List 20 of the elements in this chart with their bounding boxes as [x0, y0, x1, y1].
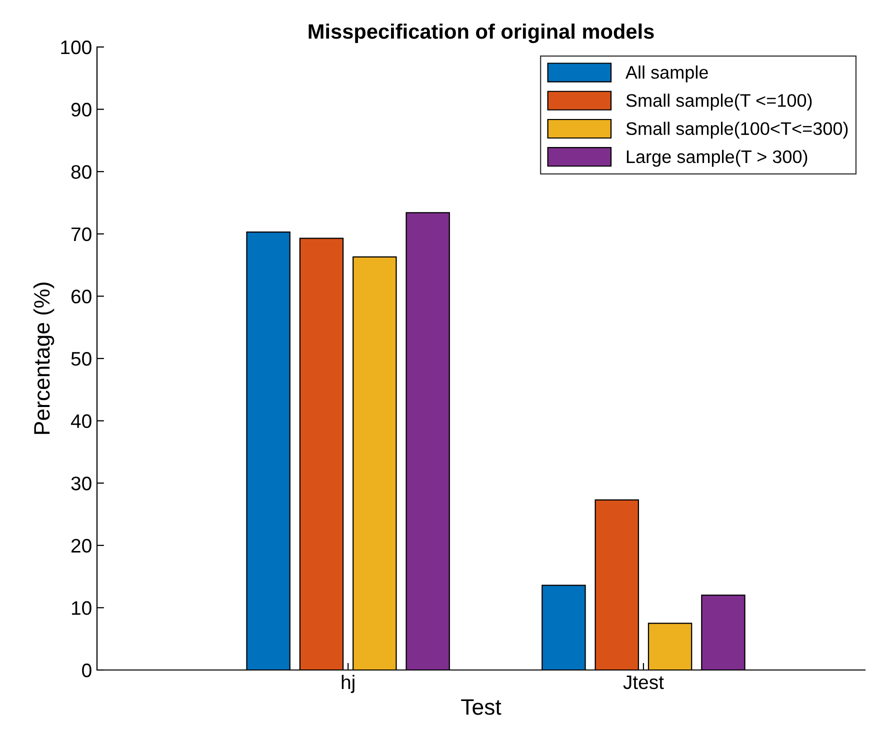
x-tick-label: hj: [342, 674, 354, 693]
y-tick-label: 10: [72, 601, 92, 615]
y-tick-label: 0: [82, 663, 92, 678]
y-tick-label: 100: [61, 40, 92, 54]
legend-label: Small sample(T <=100): [626, 94, 812, 110]
x-tick-label: Jtest: [623, 676, 664, 690]
y-tick-label: 40: [70, 414, 92, 428]
y-tick-label: 70: [72, 227, 92, 242]
y-tick-label: 20: [71, 538, 92, 553]
y-tick-label: 30: [71, 476, 92, 490]
legend-label: Large sample(T > 300): [626, 150, 808, 167]
legend-label: All sample: [625, 66, 708, 82]
y-tick-label: 50: [71, 352, 92, 366]
y-axis-title: Percentage (%): [33, 282, 54, 434]
y-tick-label: 90: [71, 102, 92, 117]
legend-label: Small sample(100<T<=300): [626, 122, 848, 139]
y-tick-label: 60: [72, 290, 92, 304]
y-tick-label: 80: [71, 165, 92, 179]
x-axis-title: Test: [461, 699, 502, 715]
chart-title: Misspecification of original models: [308, 24, 654, 44]
